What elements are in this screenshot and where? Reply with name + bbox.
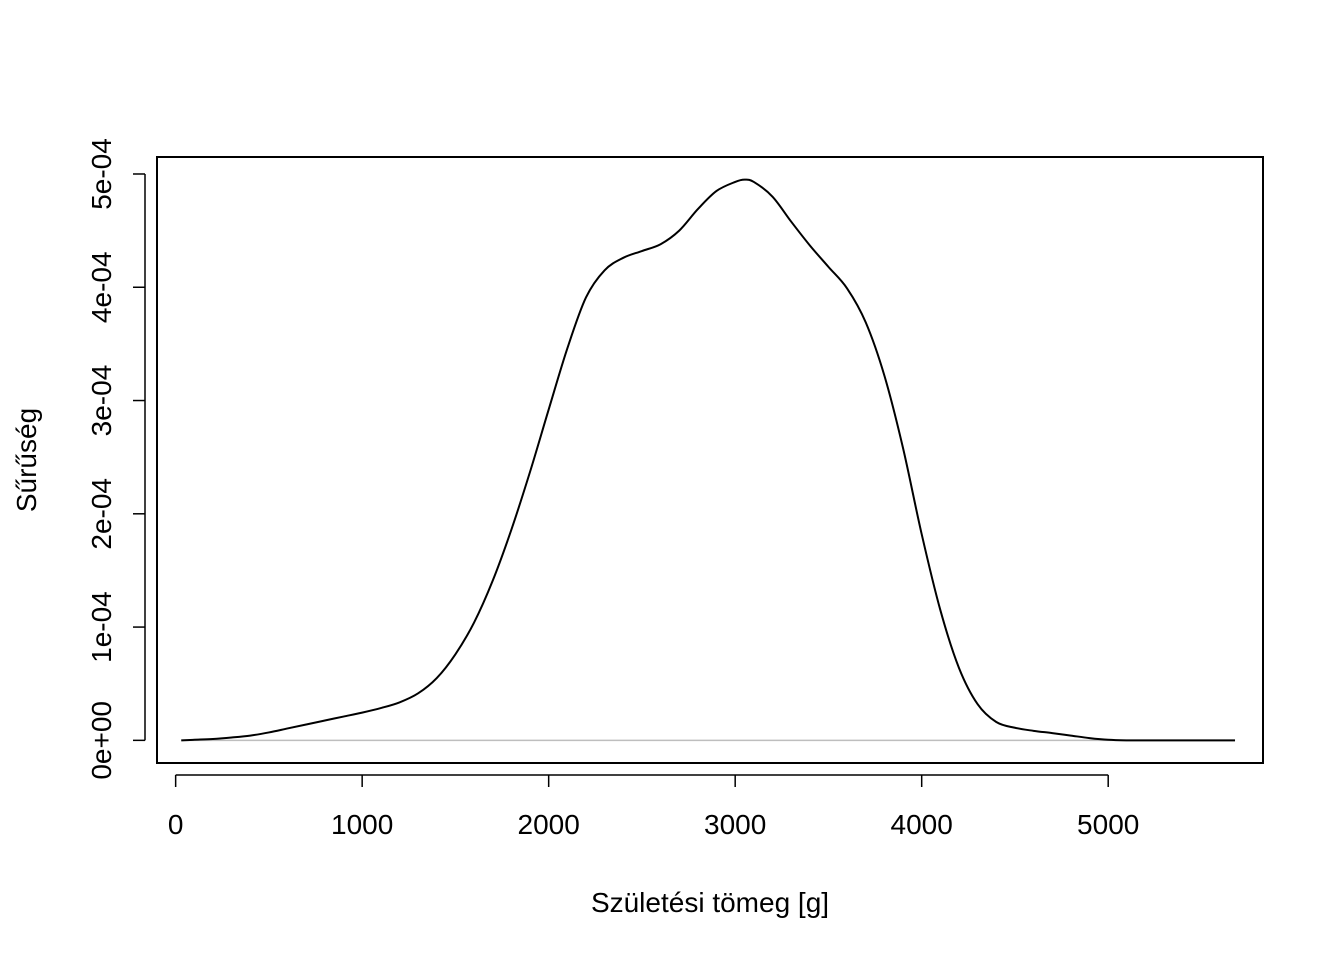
plot-frame (156, 156, 1264, 764)
x-axis: 0 1000 2000 3000 4000 5000 (168, 774, 1139, 840)
y-tick-label: 3e-04 (86, 365, 117, 437)
y-tick-label: 5e-04 (86, 138, 117, 210)
y-tick-label: 2e-04 (86, 478, 117, 550)
x-tick-label: 2000 (518, 809, 580, 840)
density-curve (181, 178, 1236, 742)
y-tick-label: 1e-04 (86, 591, 117, 663)
y-tick-label: 0e+00 (86, 701, 117, 780)
x-tick-label: 4000 (891, 809, 953, 840)
y-axis-label: Sűrűség (11, 408, 42, 512)
y-tick-label: 4e-04 (86, 251, 117, 323)
x-tick-label: 5000 (1077, 809, 1139, 840)
x-tick-label: 3000 (704, 809, 766, 840)
x-tick-label: 0 (168, 809, 184, 840)
x-axis-label: Születési tömeg [g] (591, 887, 829, 918)
y-axis: 0e+00 1e-04 2e-04 3e-04 4e-04 5e-04 (86, 138, 146, 780)
x-tick-label: 1000 (331, 809, 393, 840)
